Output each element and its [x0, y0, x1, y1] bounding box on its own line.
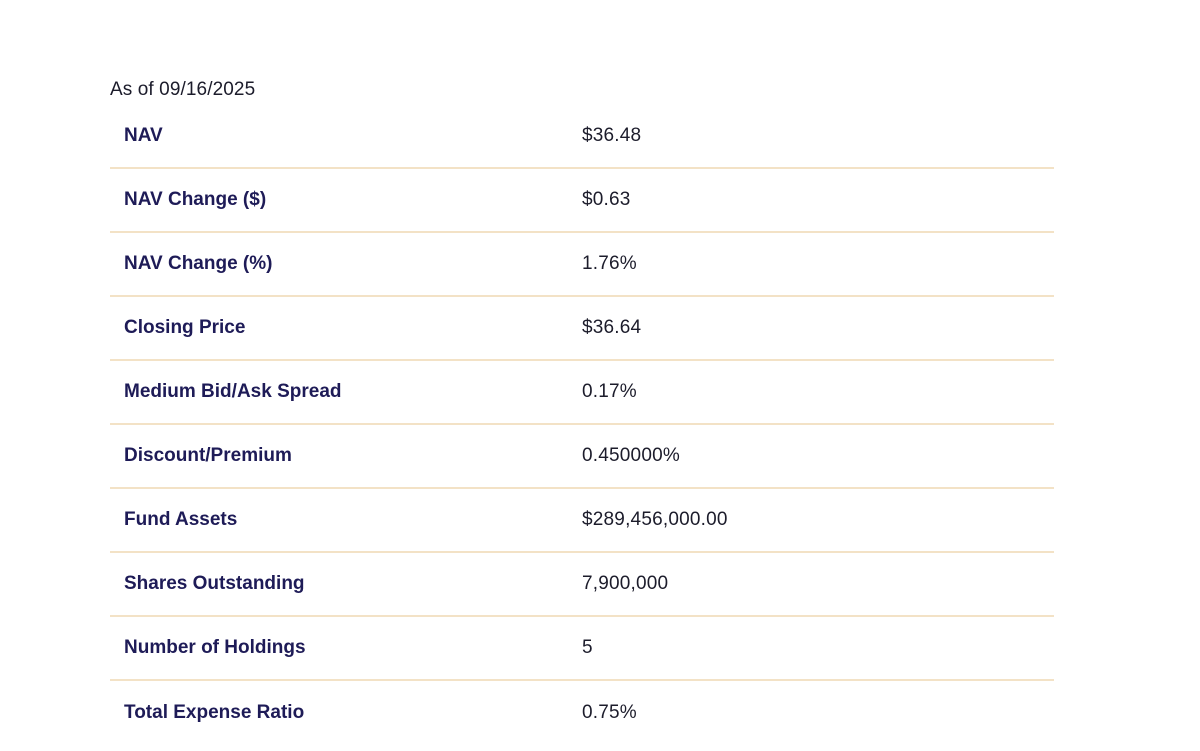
fund-stats-panel: As of 09/16/2025 NAV $36.48 NAV Change (…: [110, 76, 1054, 744]
row-label: Closing Price: [110, 296, 582, 361]
table-row: Shares Outstanding 7,900,000: [110, 552, 1054, 617]
row-value: 0.75%: [582, 701, 637, 723]
row-label: Discount/Premium: [110, 424, 582, 489]
row-label: Fund Assets: [110, 488, 582, 553]
row-value: 5: [582, 616, 1054, 681]
table-row: Fund Assets $289,456,000.00: [110, 488, 1054, 553]
row-value: 1.76%: [582, 232, 1054, 297]
row-value: 7,900,000: [582, 552, 1054, 617]
row-value: $36.48: [582, 104, 1054, 169]
row-label: NAV: [110, 104, 582, 169]
row-value: $0.63: [582, 168, 1054, 233]
fund-stats-table: NAV $36.48 NAV Change ($) $0.63 NAV Chan…: [110, 104, 1054, 744]
row-label: Shares Outstanding: [110, 552, 582, 617]
row-value: 0.17%: [582, 360, 1054, 425]
table-row: Total Expense Ratio 0.75%: [110, 680, 1054, 744]
table-row: Closing Price $36.64: [110, 296, 1054, 361]
row-label: Total Expense Ratio: [124, 701, 305, 723]
row-value: $36.64: [582, 296, 1054, 361]
table-row: Discount/Premium 0.450000%: [110, 424, 1054, 489]
table-row: NAV Change (%) 1.76%: [110, 232, 1054, 297]
row-label: NAV Change ($): [110, 168, 582, 233]
table-row: Number of Holdings 5: [110, 616, 1054, 681]
as-of-date: As of 09/16/2025: [110, 79, 256, 100]
row-label: NAV Change (%): [110, 232, 582, 297]
table-row: NAV $36.48: [110, 104, 1054, 169]
row-label: Number of Holdings: [110, 616, 582, 681]
table-row: Medium Bid/Ask Spread 0.17%: [110, 360, 1054, 425]
row-value: 0.450000%: [582, 424, 1054, 489]
row-value: $289,456,000.00: [582, 488, 1054, 553]
table-row: NAV Change ($) $0.63: [110, 168, 1054, 233]
row-label: Medium Bid/Ask Spread: [110, 360, 582, 425]
